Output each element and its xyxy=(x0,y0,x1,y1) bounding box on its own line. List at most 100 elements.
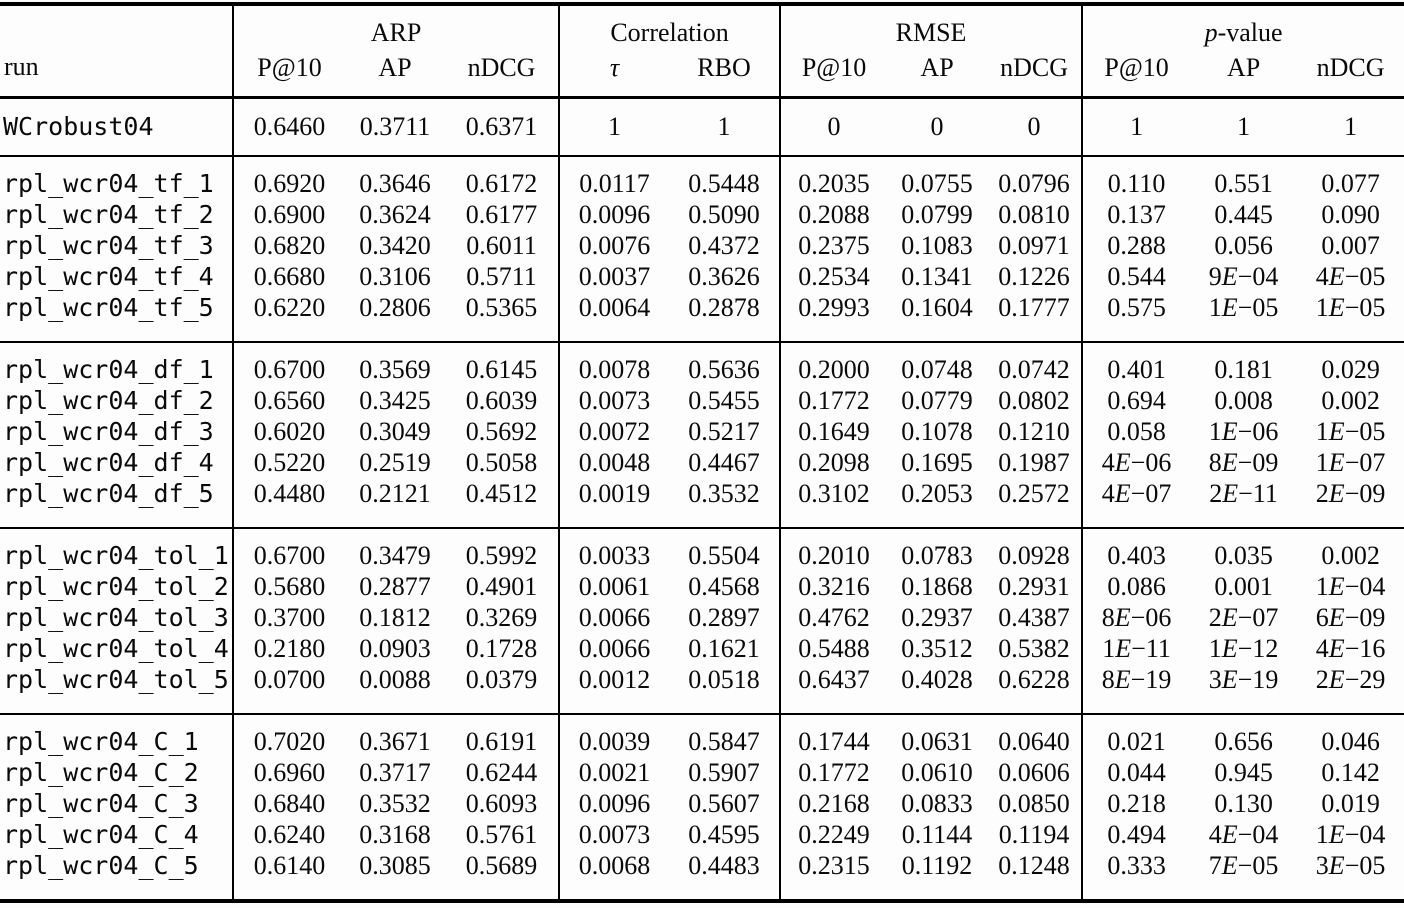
value-cell: 0.4467 xyxy=(688,448,760,477)
value-cell: 0.4387 xyxy=(998,603,1070,632)
value-cell: 0.2897 xyxy=(688,603,760,632)
value-cell: 0.0833 xyxy=(901,789,973,818)
table-row: rpl_wcr04_C_1 0.7020 0.3671 0.6191 0.0039 0.5… xyxy=(0,713,1404,757)
value-cell: 0.1728 xyxy=(465,634,538,663)
value-cell: 0.2180 xyxy=(232,633,345,664)
value-cell: 0.4595 xyxy=(688,820,760,849)
value-cell: 0.0066 xyxy=(558,602,670,633)
value-cell: 0.3711 xyxy=(359,112,431,141)
value-cell: 0.0928 xyxy=(987,527,1083,571)
value-cell: 0.2000 xyxy=(779,341,888,385)
value-cell: 0.6191 xyxy=(445,713,560,757)
col-header-pvalue-p10: P@10 xyxy=(1081,51,1191,99)
value-cell: 0.1341 xyxy=(901,262,973,291)
value-cell: 0.5907 xyxy=(688,758,760,787)
value-cell: 0.0096 xyxy=(558,199,670,230)
value-cell: 1E−12 xyxy=(1208,634,1279,663)
value-cell: 4E−07 xyxy=(1081,478,1191,528)
run-name: rpl_wcr04_df_1 xyxy=(0,341,233,385)
value-cell: 0 xyxy=(930,112,944,141)
run-name: rpl_wcr04_tol_1 xyxy=(0,527,233,571)
group-header-pvalue: p-value xyxy=(1081,4,1404,51)
value-cell: 0.181 xyxy=(1190,341,1298,385)
value-cell: 0.1744 xyxy=(779,713,888,757)
value-cell: 0.0073 xyxy=(558,385,670,416)
value-cell: 0.0783 xyxy=(887,527,988,571)
value-cell: 0.1192 xyxy=(901,851,973,880)
pvalue-italic-p: p xyxy=(1204,18,1218,47)
value-cell: 0.2806 xyxy=(359,293,431,322)
value-cell: 7E−05 xyxy=(1208,851,1279,880)
value-cell: 0.0810 xyxy=(998,200,1070,229)
value-cell: 0.6228 xyxy=(998,665,1070,694)
col-header-arp-ap: AP xyxy=(345,51,445,99)
value-cell: 0.3420 xyxy=(359,231,431,260)
value-cell: 1 xyxy=(1237,112,1251,141)
value-cell: 0.1772 xyxy=(779,757,888,788)
col-header-tau: τ xyxy=(558,51,670,99)
value-cell: 0.2937 xyxy=(901,603,973,632)
value-cell: 0.1248 xyxy=(998,851,1070,880)
value-cell: 0 xyxy=(1027,112,1041,141)
value-cell: 0.4762 xyxy=(779,602,888,633)
run-name: rpl_wcr04_tol_2 xyxy=(3,572,229,601)
value-cell: 0.090 xyxy=(1321,200,1380,229)
value-cell: 0.044 xyxy=(1081,757,1191,788)
value-cell: 0.6145 xyxy=(445,341,560,385)
col-header-arp-ndcg: nDCG xyxy=(445,51,560,99)
value-cell: 0.0700 xyxy=(232,664,345,714)
value-cell: 0.1772 xyxy=(779,385,888,416)
value-cell: 0.0012 xyxy=(558,664,670,714)
value-cell: 0.077 xyxy=(1297,155,1404,199)
run-name: rpl_wcr04_df_4 xyxy=(3,448,214,477)
col-header-rbo: RBO xyxy=(669,51,781,99)
value-cell: 0.333 xyxy=(1081,850,1191,901)
group-section-tf: rpl_wcr04_tf_1 0.6920 0.3646 0.6172 0.0117 0.… xyxy=(0,155,1404,342)
value-cell: 8E−09 xyxy=(1208,448,1279,477)
value-cell: 0.4512 xyxy=(465,479,538,508)
value-cell: 0.002 xyxy=(1321,386,1380,415)
value-cell: 1E−06 xyxy=(1208,417,1279,446)
value-cell: 0.056 xyxy=(1214,231,1273,260)
run-name: rpl_wcr04_df_3 xyxy=(3,417,214,446)
table-row: rpl_wcr04_tf_5 0.6220 0.2806 0.5365 0.0064 0.… xyxy=(0,292,1404,342)
value-cell: 0.0037 xyxy=(558,261,670,292)
value-cell: 0.0903 xyxy=(359,634,431,663)
sub-header-row: P@10 AP nDCG τ RBO P@10 AP nDCG P@10 AP … xyxy=(0,51,1404,99)
value-cell: 0.0755 xyxy=(887,155,988,199)
value-cell: 0.0971 xyxy=(998,231,1070,260)
value-cell: 0.0064 xyxy=(558,292,670,342)
value-cell: 0.0066 xyxy=(558,633,670,664)
value-cell: 0.0061 xyxy=(558,571,670,602)
value-cell: 0.3049 xyxy=(359,417,431,446)
value-cell: 0.0379 xyxy=(465,665,538,694)
value-cell: 0.0088 xyxy=(359,665,431,694)
table-row: rpl_wcr04_tf_2 0.6900 0.3624 0.6177 0.0096 0.… xyxy=(0,199,1404,230)
run-name: rpl_wcr04_tf_2 xyxy=(3,200,214,229)
group-header-correlation: Correlation xyxy=(558,4,781,51)
run-name: rpl_wcr04_C_3 xyxy=(3,789,199,818)
value-cell: 0.401 xyxy=(1081,341,1191,385)
value-cell: 0.5761 xyxy=(465,820,538,849)
value-cell: 2E−11 xyxy=(1209,479,1278,508)
value-cell: 0.0078 xyxy=(558,341,670,385)
value-cell: 0.5607 xyxy=(688,789,760,818)
value-cell: 0.3425 xyxy=(359,386,431,415)
table-row: rpl_wcr04_tf_4 0.6680 0.3106 0.5711 0.0037 0.… xyxy=(0,261,1404,292)
value-cell: 0.6680 xyxy=(232,261,345,292)
value-cell: 0.1604 xyxy=(901,293,973,322)
value-cell: 0.0850 xyxy=(998,789,1070,818)
value-cell: 0.086 xyxy=(1081,571,1191,602)
value-cell: 0.4480 xyxy=(232,478,345,528)
value-cell: 0.5636 xyxy=(669,341,781,385)
value-cell: 0.0068 xyxy=(558,850,670,901)
value-cell: 0.5488 xyxy=(779,633,888,664)
value-cell: 1E−07 xyxy=(1315,448,1386,477)
value-cell: 0.445 xyxy=(1214,200,1273,229)
table-row: rpl_wcr04_tol_4 0.2180 0.0903 0.1728 0.0066 0… xyxy=(0,633,1404,664)
value-cell: 0.575 xyxy=(1081,292,1191,342)
table-row: rpl_wcr04_tf_1 0.6920 0.3646 0.6172 0.0117 0.… xyxy=(0,155,1404,199)
run-name: rpl_wcr04_tol_4 xyxy=(3,634,229,663)
value-cell: 0.6371 xyxy=(465,112,538,141)
